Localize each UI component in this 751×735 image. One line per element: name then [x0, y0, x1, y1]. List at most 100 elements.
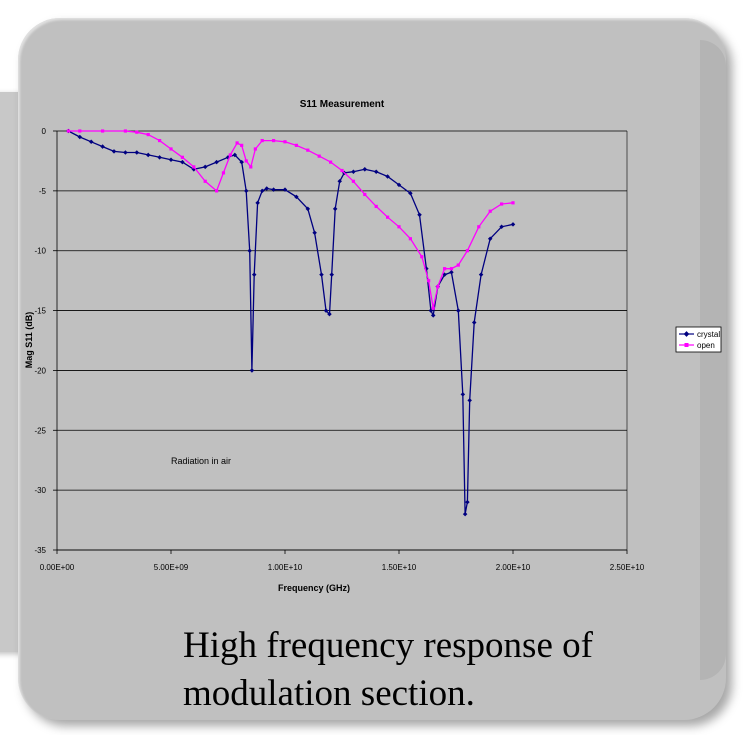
- data-point-crystal: [430, 313, 436, 318]
- caption-line-1: High frequency response of: [183, 625, 593, 666]
- x-tick-label: 0.00E+00: [40, 563, 75, 572]
- y-tick-label: -20: [34, 366, 46, 375]
- data-point-crystal: [251, 272, 257, 277]
- data-point-open: [500, 202, 504, 206]
- data-point-crystal: [327, 311, 332, 317]
- data-point-crystal: [329, 272, 335, 277]
- data-point-open: [215, 189, 219, 193]
- annotation-radiation: Radiation in air: [171, 456, 231, 466]
- data-point-crystal: [385, 174, 390, 179]
- data-point-open: [235, 141, 239, 145]
- data-point-open: [420, 255, 424, 259]
- x-tick-label: 2.50E+10: [610, 563, 645, 572]
- data-point-open: [228, 153, 232, 157]
- data-point-crystal: [373, 169, 379, 174]
- data-point-open: [488, 209, 492, 213]
- data-point-open: [443, 267, 447, 271]
- data-point-open: [66, 129, 70, 133]
- data-point-crystal: [471, 320, 477, 325]
- legend-crystal-marker: [683, 331, 690, 337]
- data-point-open: [221, 171, 226, 175]
- data-point-crystal: [249, 368, 255, 373]
- data-point-open: [386, 215, 390, 219]
- data-point-crystal: [467, 398, 472, 403]
- data-point-open: [253, 147, 257, 151]
- data-point-crystal: [442, 272, 447, 277]
- legend-open-marker: [684, 343, 689, 347]
- data-point-open: [317, 154, 321, 158]
- data-point-open: [272, 138, 276, 143]
- slide-card-edge: [700, 40, 726, 680]
- y-tick-label: 0: [42, 127, 47, 136]
- data-point-crystal: [294, 194, 299, 200]
- data-point-open: [465, 249, 469, 253]
- data-point-crystal: [319, 272, 324, 277]
- x-tick-label: 5.00E+09: [154, 563, 189, 572]
- data-point-open: [146, 132, 150, 137]
- data-point-crystal: [255, 200, 260, 206]
- data-point-open: [436, 285, 440, 289]
- data-point-crystal: [449, 270, 454, 275]
- data-point-crystal: [123, 150, 128, 155]
- data-point-open: [511, 201, 515, 205]
- data-point-crystal: [510, 222, 516, 227]
- data-point-open: [397, 225, 401, 229]
- x-axis-label: Frequency (GHz): [278, 583, 350, 593]
- data-point-open: [123, 129, 127, 133]
- y-tick-label: -25: [34, 426, 46, 435]
- data-point-crystal: [465, 499, 470, 505]
- data-point-crystal: [362, 167, 368, 172]
- data-point-open: [249, 165, 253, 169]
- legend: crystal open: [675, 326, 722, 353]
- data-point-open: [408, 237, 412, 241]
- series-group: [66, 128, 516, 517]
- data-point-crystal: [456, 308, 461, 313]
- axes: [53, 130, 628, 554]
- data-point-open: [294, 143, 298, 147]
- chart-title: S11 Measurement: [300, 99, 385, 110]
- data-point-open: [456, 263, 460, 267]
- data-point-crystal: [499, 224, 504, 230]
- x-tick-label: 1.00E+10: [268, 563, 303, 572]
- data-point-crystal: [323, 308, 329, 313]
- data-point-open: [477, 225, 481, 229]
- data-point-crystal: [88, 139, 94, 145]
- data-point-crystal: [305, 206, 311, 212]
- data-point-open: [203, 179, 207, 183]
- data-point-open: [135, 130, 139, 134]
- data-point-crystal: [312, 230, 317, 236]
- data-point-open: [427, 279, 431, 283]
- legend-box: [675, 326, 722, 353]
- data-point-crystal: [111, 149, 117, 154]
- data-point-open: [240, 143, 244, 147]
- data-point-open: [260, 138, 264, 143]
- data-point-open: [180, 155, 184, 159]
- caption-line-2: modulation section.: [183, 673, 475, 714]
- data-point-open: [192, 165, 196, 169]
- data-point-crystal: [460, 392, 466, 397]
- data-point-open: [101, 129, 105, 133]
- legend-open-label: open: [697, 341, 715, 350]
- data-point-open: [283, 140, 287, 144]
- slide-caption: High frequency response of modulation se…: [183, 622, 723, 718]
- data-point-crystal: [77, 134, 83, 140]
- x-tick-label: 1.50E+10: [382, 563, 417, 572]
- data-point-crystal: [478, 272, 484, 277]
- plot-area: [57, 131, 627, 550]
- y-tick-label: -35: [34, 546, 46, 555]
- legend-crystal-label: crystal: [697, 330, 720, 339]
- y-tick-label: -5: [39, 187, 47, 196]
- data-point-open: [351, 179, 355, 183]
- data-point-crystal: [417, 212, 422, 218]
- data-point-open: [363, 192, 367, 197]
- x-tick-labels: 0.00E+00 5.00E+09 1.00E+10 1.50E+10 2.00E+10…: [40, 563, 645, 572]
- data-point-crystal: [462, 511, 468, 517]
- data-point-open: [329, 160, 333, 164]
- data-point-open: [78, 129, 82, 133]
- data-point-crystal: [351, 169, 356, 174]
- data-point-open: [431, 306, 435, 310]
- data-point-open: [340, 168, 344, 173]
- data-point-open: [449, 267, 454, 271]
- data-point-open: [306, 148, 310, 152]
